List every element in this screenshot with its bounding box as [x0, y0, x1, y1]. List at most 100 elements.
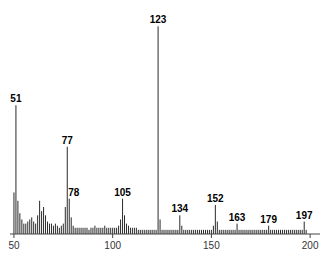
peak: [69, 199, 70, 234]
peak: [88, 230, 89, 234]
peak: [276, 230, 277, 234]
x-tick: [13, 234, 14, 238]
peak: [296, 230, 297, 234]
peak: [130, 228, 131, 234]
x-tick-label: 200: [302, 240, 319, 251]
peak: [83, 228, 84, 234]
peak: [185, 230, 186, 234]
peak: [55, 224, 56, 234]
peak: [118, 226, 119, 234]
peak: [110, 228, 111, 234]
peak: [51, 224, 52, 234]
peak: [302, 230, 303, 234]
peak: [41, 211, 42, 234]
peak: [256, 230, 257, 234]
peak: [195, 230, 196, 234]
peak: [61, 226, 62, 234]
peak: [81, 228, 82, 234]
peak: [242, 230, 243, 234]
peak-label: 123: [150, 14, 167, 25]
peak: [112, 228, 113, 234]
peak: [100, 228, 101, 234]
peak: [124, 215, 125, 234]
peak: [106, 228, 107, 234]
peak: [152, 230, 153, 234]
peak: [75, 228, 76, 234]
x-tick-label: 50: [8, 240, 20, 251]
peak: [209, 230, 210, 234]
peak: [207, 230, 208, 234]
peak: [140, 230, 141, 234]
peak: [288, 230, 289, 234]
peak: [104, 226, 105, 234]
peak: [290, 230, 291, 234]
peak: [173, 230, 174, 234]
peak: [272, 230, 273, 234]
peak: [227, 230, 228, 234]
peak: [53, 226, 54, 234]
peak: [211, 230, 212, 234]
peak: [191, 230, 192, 234]
peak: [231, 230, 232, 234]
peak: [33, 222, 34, 234]
peak: [205, 230, 206, 234]
peak: [63, 224, 64, 234]
peak: [128, 226, 129, 234]
peak: [57, 226, 58, 234]
peak-label: 134: [171, 203, 188, 214]
peak: [17, 201, 18, 234]
peak: [171, 230, 172, 234]
peak-label: 152: [207, 193, 224, 204]
peak: [246, 230, 247, 234]
x-tick-label: 100: [104, 240, 121, 251]
peak: [189, 230, 190, 234]
peak: [116, 228, 117, 234]
peak: [144, 230, 145, 234]
x-tick-label: 150: [203, 240, 220, 251]
peak: [266, 230, 267, 234]
peak: [165, 230, 166, 234]
chart: 50100150200517778105123134152163179197: [0, 0, 330, 260]
peak-label: 197: [296, 210, 313, 221]
peak: [71, 217, 72, 234]
peak: [65, 207, 66, 234]
peak: [87, 228, 88, 234]
peak: [300, 230, 301, 234]
peak: [219, 230, 220, 234]
peak: [298, 230, 299, 234]
peak: [248, 230, 249, 234]
peak: [29, 219, 30, 234]
peak: [264, 230, 265, 234]
peak: [274, 230, 275, 234]
peak: [114, 228, 115, 234]
peak: [19, 213, 20, 234]
peak: [96, 228, 97, 234]
peak: [21, 219, 22, 234]
peak: [39, 201, 40, 234]
peak: [23, 224, 24, 234]
peak: [169, 230, 170, 234]
peak: [258, 230, 259, 234]
peak: [233, 230, 234, 234]
peak: [254, 230, 255, 234]
peak: [122, 199, 123, 234]
peak: [282, 230, 283, 234]
peak: [35, 224, 36, 234]
peak-label: 163: [229, 212, 246, 223]
peak: [203, 230, 204, 234]
peak: [160, 219, 161, 234]
peak: [177, 230, 178, 234]
peak: [73, 226, 74, 234]
peak: [292, 230, 293, 234]
peak: [47, 222, 48, 234]
peak-label: 78: [68, 187, 80, 198]
peak: [150, 230, 151, 234]
peak: [31, 217, 32, 234]
peak: [294, 230, 295, 234]
peak: [193, 230, 194, 234]
peak: [201, 230, 202, 234]
peak: [90, 228, 91, 234]
peak: [286, 230, 287, 234]
peak: [215, 205, 216, 234]
peak: [270, 230, 271, 234]
